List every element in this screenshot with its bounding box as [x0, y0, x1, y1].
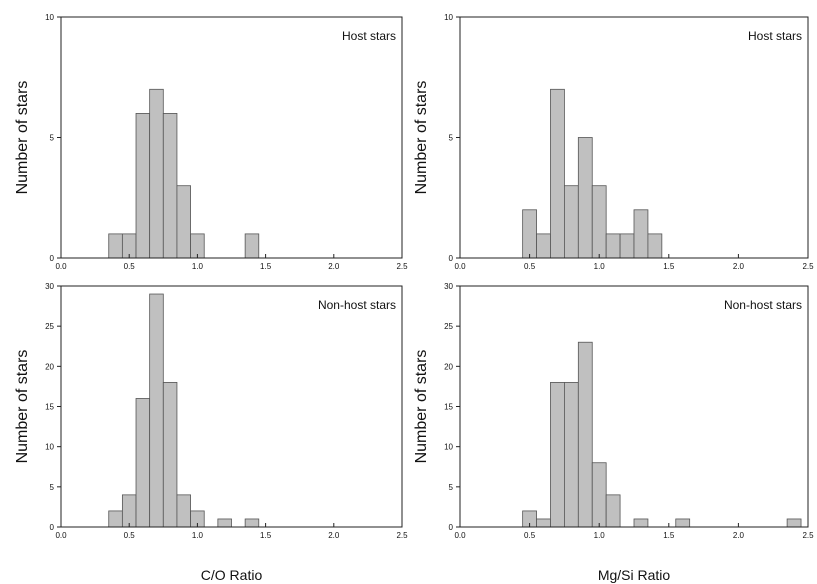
bar-co-nonhost-0 — [108, 510, 123, 528]
bar-mgsi-host-3 — [564, 185, 579, 259]
y-axis-label: Number of stars — [14, 81, 31, 195]
y-tick-label: 10 — [45, 443, 54, 452]
bar-mgsi-nonhost-4 — [577, 341, 593, 528]
panel-mgsi-host: 0.0 0.5 1.0 1.5 2.0 2.5 0 5 10 Host stars Number o… — [413, 13, 814, 271]
x-tick-label: 1.5 — [663, 262, 675, 271]
x-tick-label: 2.0 — [733, 531, 745, 540]
x-tick-label: 1.0 — [192, 262, 204, 271]
bar-co-nonhost-8 — [244, 518, 260, 528]
panel-co-nonhost: 0.0 0.5 1.0 1.5 2.0 2.5 0 5 10 15 20 25 30 Non-host s… — [14, 282, 408, 583]
x-axis-label: C/O Ratio — [201, 567, 263, 583]
x-tick-label: 1.5 — [260, 262, 272, 271]
bar-co-host-2 — [135, 113, 151, 259]
bar-mgsi-host-8 — [633, 209, 649, 259]
plot-frame — [60, 16, 403, 259]
bar-mgsi-nonhost-6 — [605, 494, 621, 528]
bar-mgsi-nonhost-1 — [536, 518, 551, 528]
y-tick-label: 0 — [449, 254, 454, 263]
bar-co-nonhost-5 — [176, 494, 191, 528]
bar-mgsi-host-7 — [619, 233, 635, 259]
x-tick-label: 0.0 — [454, 531, 466, 540]
x-tick-label: 0.5 — [524, 531, 536, 540]
bar-co-nonhost-2 — [135, 398, 151, 528]
y-tick-label: 20 — [444, 362, 453, 371]
y-axis-label: Number of stars — [14, 350, 31, 464]
y-tick-label: 10 — [45, 13, 54, 22]
y-tick-label: 0 — [50, 254, 55, 263]
bar-mgsi-nonhost-8 — [675, 518, 691, 528]
x-tick-label: 0.5 — [124, 262, 136, 271]
bar-co-host-7 — [244, 233, 260, 259]
y-axis-label: Number of stars — [413, 350, 430, 464]
y-tick-label: 25 — [444, 322, 453, 331]
panel-title: Non-host stars — [318, 298, 396, 312]
bar-co-nonhost-3 — [149, 293, 164, 528]
bar-mgsi-host-1 — [536, 233, 551, 259]
panel-co-host: 0.0 0.5 1.0 1.5 2.0 2.5 0 5 10 Host stars Number o… — [14, 13, 408, 271]
panel-mgsi-nonhost: 0.0 0.5 1.0 1.5 2.0 2.5 0 5 10 15 20 25 30 Non-host s… — [413, 282, 814, 583]
x-tick-label: 1.0 — [594, 262, 606, 271]
y-tick-label: 15 — [444, 403, 453, 412]
panel-title: Host stars — [748, 29, 802, 43]
x-tick-label: 0.5 — [124, 531, 136, 540]
x-tick-label: 1.5 — [663, 531, 675, 540]
y-tick-label: 10 — [444, 13, 453, 22]
panel-title: Non-host stars — [724, 298, 802, 312]
bar-co-host-5 — [176, 185, 191, 259]
x-tick-label: 2.5 — [802, 531, 814, 540]
x-tick-label: 2.0 — [733, 262, 745, 271]
bar-mgsi-nonhost-7 — [633, 518, 649, 528]
y-tick-label: 30 — [45, 282, 54, 291]
y-tick-label: 10 — [444, 443, 453, 452]
y-tick-label: 25 — [45, 322, 54, 331]
x-tick-label: 2.0 — [328, 531, 340, 540]
bar-mgsi-host-5 — [591, 185, 607, 259]
x-tick-label: 1.0 — [594, 531, 606, 540]
y-tick-label: 20 — [45, 362, 54, 371]
bar-co-nonhost-4 — [162, 381, 178, 528]
bar-co-host-0 — [108, 233, 123, 259]
y-tick-label: 30 — [444, 282, 453, 291]
bar-mgsi-nonhost-5 — [591, 462, 607, 528]
y-tick-label: 15 — [45, 403, 54, 412]
bar-mgsi-host-6 — [605, 233, 621, 259]
y-tick-label: 5 — [50, 483, 55, 492]
x-axis-label: Mg/Si Ratio — [598, 567, 671, 583]
y-tick-label: 0 — [50, 523, 55, 532]
bar-mgsi-host-0 — [522, 209, 537, 259]
panel-title: Host stars — [342, 29, 396, 43]
bar-co-nonhost-1 — [121, 494, 137, 528]
x-tick-label: 2.5 — [802, 262, 814, 271]
y-tick-label: 5 — [50, 134, 55, 143]
bar-mgsi-nonhost-9 — [786, 518, 802, 528]
y-tick-label: 5 — [449, 483, 454, 492]
x-tick-label: 1.5 — [260, 531, 272, 540]
x-tick-label: 0.0 — [454, 262, 466, 271]
bar-mgsi-host-4 — [577, 137, 593, 259]
bar-co-host-4 — [162, 113, 178, 259]
x-tick-label: 2.5 — [396, 262, 408, 271]
plot-frame — [60, 285, 403, 528]
x-tick-label: 2.5 — [396, 531, 408, 540]
x-tick-label: 0.0 — [55, 531, 67, 540]
bar-co-host-3 — [149, 88, 164, 259]
bar-mgsi-host-2 — [550, 88, 565, 259]
y-tick-label: 5 — [449, 134, 454, 143]
bar-co-nonhost-7 — [217, 518, 232, 528]
x-tick-label: 1.0 — [192, 531, 204, 540]
y-axis-label: Number of stars — [413, 81, 430, 195]
x-tick-label: 2.0 — [328, 262, 340, 271]
x-tick-label: 0.5 — [524, 262, 536, 271]
bar-mgsi-nonhost-2 — [550, 381, 565, 528]
plot-frame — [459, 285, 809, 528]
x-tick-label: 0.0 — [55, 262, 67, 271]
y-tick-label: 0 — [449, 523, 454, 532]
bar-mgsi-host-9 — [647, 233, 663, 259]
bar-mgsi-nonhost-3 — [564, 381, 579, 528]
